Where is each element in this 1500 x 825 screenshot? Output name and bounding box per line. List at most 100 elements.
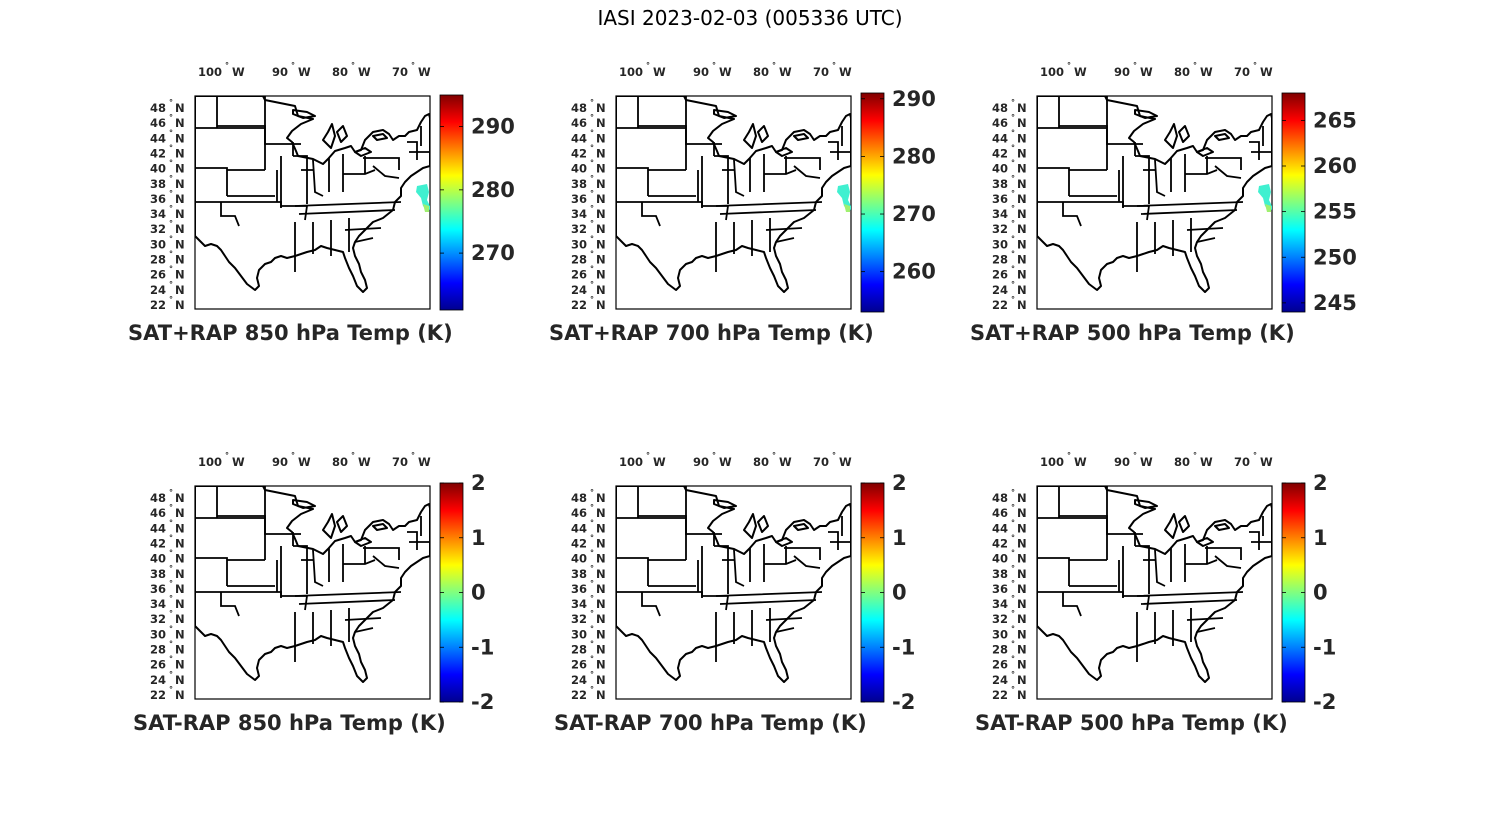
- lon-tick-label: 90 ° W: [272, 61, 311, 79]
- lat-tick-label: 36 ° N: [992, 579, 1027, 596]
- lat-tick-label: 32 ° N: [992, 609, 1027, 626]
- svg-text:40: 40: [992, 162, 1008, 176]
- satellite-swath: [416, 184, 430, 212]
- state-border: [294, 608, 350, 662]
- svg-text:N: N: [596, 207, 606, 221]
- svg-text:°: °: [590, 265, 594, 274]
- svg-text:°: °: [169, 280, 173, 289]
- lat-tick-label: 34 ° N: [150, 204, 185, 221]
- svg-text:°: °: [169, 113, 173, 122]
- colorbar-tick-label: 2: [892, 471, 907, 495]
- state-border: [264, 96, 278, 202]
- colorbar-tick-label: -1: [1313, 635, 1336, 659]
- svg-text:36: 36: [992, 582, 1008, 596]
- colorbar-tick-label: 260: [892, 260, 936, 284]
- svg-text:46: 46: [571, 506, 587, 520]
- lat-tick-label: 26 ° N: [150, 265, 185, 282]
- state-border: [1134, 142, 1150, 168]
- svg-text:°: °: [169, 609, 173, 618]
- panel-title: SAT+RAP 700 hPa Temp (K): [549, 321, 874, 345]
- svg-text:°: °: [1011, 204, 1015, 213]
- svg-text:°: °: [590, 250, 594, 259]
- state-border: [1106, 486, 1120, 592]
- svg-text:40: 40: [992, 552, 1008, 566]
- lat-tick-label: 24 ° N: [150, 670, 185, 687]
- lat-tick-label: 22 ° N: [150, 685, 185, 702]
- svg-text:38: 38: [150, 177, 166, 191]
- figure-title: IASI 2023-02-03 (005336 UTC): [597, 6, 903, 30]
- state-border: [292, 142, 308, 168]
- svg-text:70: 70: [813, 65, 829, 79]
- state-border: [294, 201, 402, 215]
- svg-text:°: °: [1011, 503, 1015, 512]
- satellite-swath: [1258, 184, 1272, 212]
- state-border: [715, 218, 771, 272]
- lat-tick-label: 22 ° N: [571, 685, 606, 702]
- svg-text:°: °: [225, 451, 229, 460]
- svg-text:W: W: [839, 455, 852, 469]
- svg-text:N: N: [596, 131, 606, 145]
- svg-text:N: N: [596, 688, 606, 702]
- svg-text:42: 42: [992, 146, 1008, 160]
- colorbar-tick-label: -2: [471, 690, 494, 714]
- state-border: [1249, 126, 1271, 160]
- svg-text:N: N: [596, 222, 606, 236]
- state-border: [1134, 532, 1150, 558]
- lat-tick-label: 38 ° N: [571, 174, 606, 191]
- svg-text:N: N: [1017, 627, 1027, 641]
- svg-text:W: W: [1140, 65, 1153, 79]
- svg-text:N: N: [175, 643, 185, 657]
- svg-text:48: 48: [992, 491, 1008, 505]
- lat-tick-label: 24 ° N: [571, 280, 606, 297]
- lat-tick-label: 32 ° N: [571, 219, 606, 236]
- conus-map: [194, 95, 431, 310]
- svg-text:48: 48: [571, 101, 587, 115]
- state-border: [195, 557, 265, 586]
- svg-text:24: 24: [150, 673, 166, 687]
- svg-text:N: N: [596, 552, 606, 566]
- svg-text:W: W: [298, 455, 311, 469]
- state-border: [1136, 608, 1192, 662]
- svg-text:°: °: [169, 670, 173, 679]
- state-border: [715, 201, 823, 215]
- svg-text:38: 38: [571, 177, 587, 191]
- lat-tick-label: 34 ° N: [150, 594, 185, 611]
- map-panel-6: 100 ° W 90 ° W 80 ° W 70 ° W48 ° N46 ° N44 ° N42 ° N40 ° N38 °…: [975, 451, 1336, 735]
- svg-text:°: °: [1011, 280, 1015, 289]
- state-border: [312, 549, 324, 587]
- svg-text:N: N: [175, 673, 185, 687]
- svg-text:°: °: [1253, 61, 1257, 70]
- lat-tick-label: 28 ° N: [571, 640, 606, 657]
- lat-tick-label: 48 ° N: [571, 98, 606, 115]
- state-border: [343, 546, 376, 565]
- svg-text:34: 34: [150, 597, 166, 611]
- state-border: [713, 532, 729, 558]
- svg-text:W: W: [1074, 65, 1087, 79]
- lon-tick-label: 90 ° W: [693, 451, 732, 469]
- lat-tick-label: 46 ° N: [150, 503, 185, 520]
- svg-text:N: N: [1017, 146, 1027, 160]
- svg-text:N: N: [1017, 222, 1027, 236]
- map-panel-5: 100 ° W 90 ° W 80 ° W 70 ° W48 ° N46 ° N44 ° N42 ° N40 ° N38 °…: [554, 451, 915, 735]
- svg-text:W: W: [418, 455, 431, 469]
- colorbar-tick-label: 255: [1313, 200, 1357, 224]
- svg-text:°: °: [1011, 549, 1015, 558]
- lon-tick-label: 100 ° W: [198, 61, 245, 79]
- svg-text:W: W: [719, 65, 732, 79]
- svg-text:26: 26: [571, 658, 587, 672]
- svg-text:°: °: [1133, 61, 1137, 70]
- lon-tick-label: 70 ° W: [813, 451, 852, 469]
- svg-text:26: 26: [571, 268, 587, 282]
- svg-text:N: N: [596, 116, 606, 130]
- lat-tick-label: 44 ° N: [571, 128, 606, 145]
- lon-tick-label: 70 ° W: [392, 61, 431, 79]
- panel-title: SAT-RAP 500 hPa Temp (K): [975, 711, 1288, 735]
- svg-text:24: 24: [571, 283, 587, 297]
- svg-text:32: 32: [571, 222, 587, 236]
- svg-text:N: N: [1017, 552, 1027, 566]
- svg-text:°: °: [590, 98, 594, 107]
- colorbar-tick-label: -2: [1313, 690, 1336, 714]
- lat-tick-label: 48 ° N: [992, 488, 1027, 505]
- state-border: [616, 486, 686, 519]
- svg-text:34: 34: [992, 597, 1008, 611]
